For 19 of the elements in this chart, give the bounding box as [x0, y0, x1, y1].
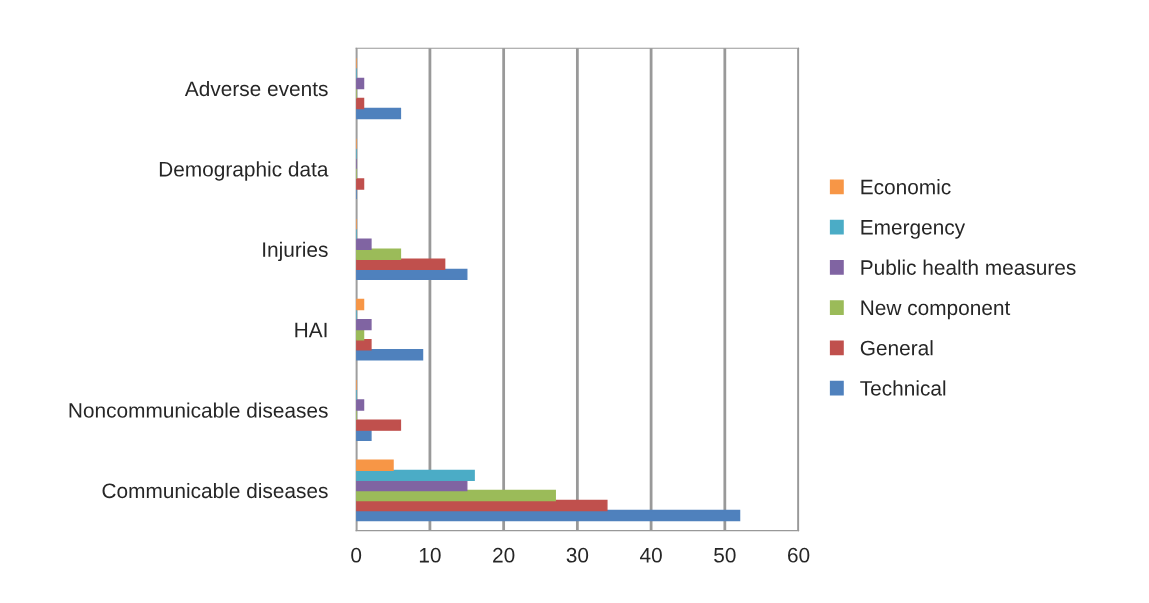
x-tick-label: 10	[419, 547, 441, 563]
y-tick-label: Noncommunicable diseases	[69, 402, 328, 418]
y-tick-label: HAI	[295, 322, 327, 338]
x-tick-label: 20	[493, 547, 515, 563]
y-tick-label: Communicable diseases	[102, 482, 328, 499]
x-tick-label: 0	[351, 547, 362, 563]
legend-label: Economic	[861, 179, 951, 195]
y-tick-label: Injuries	[263, 241, 328, 262]
legend-label: Emergency	[861, 220, 966, 239]
legend-label: New component	[861, 300, 1011, 320]
x-tick-label: 50	[714, 547, 736, 563]
legend-label: Technical	[860, 380, 946, 396]
x-tick-label: 30	[566, 547, 589, 563]
y-tick-label: Demographic data	[159, 161, 329, 181]
legend-label: Public health measures	[861, 259, 1076, 275]
x-tick-label: 60	[788, 547, 810, 563]
y-tick-label: Adverse events	[184, 80, 328, 97]
x-tick-label: 40	[639, 547, 662, 563]
legend-label: General	[860, 340, 933, 356]
